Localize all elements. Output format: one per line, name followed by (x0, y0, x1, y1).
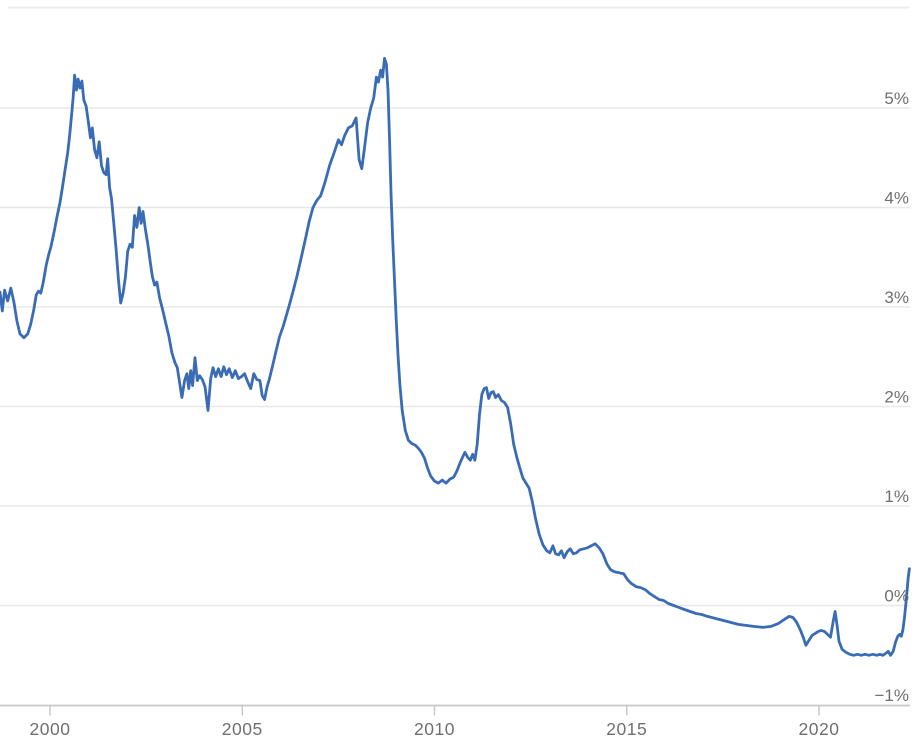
axis-tick-labels: 5% 4% 3% 2% 1% 0% −1% 2000 2005 2010 2015 2020 (30, 89, 909, 739)
x-axis-label-2000: 2000 (30, 719, 71, 739)
gridlines (0, 107, 910, 607)
y-axis-label-1%: 1% (884, 487, 909, 506)
y-axis-label-2%: 2% (884, 388, 909, 407)
x-axis-label-2015: 2015 (606, 719, 647, 739)
y-axis-label-−1%: −1% (875, 686, 910, 705)
y-axis-label-4%: 4% (884, 189, 909, 208)
rate-series-path (0, 56, 911, 657)
y-axis-label-0%: 0% (884, 587, 909, 606)
x-axis-label-2020: 2020 (799, 719, 840, 739)
axis-lines-and-ticks (0, 704, 910, 716)
y-axis-label-5%: 5% (884, 89, 909, 108)
y-axis-label-3%: 3% (884, 288, 909, 307)
series-line (0, 56, 911, 657)
x-axis-label-2005: 2005 (222, 719, 263, 739)
x-axis-label-2010: 2010 (414, 719, 455, 739)
